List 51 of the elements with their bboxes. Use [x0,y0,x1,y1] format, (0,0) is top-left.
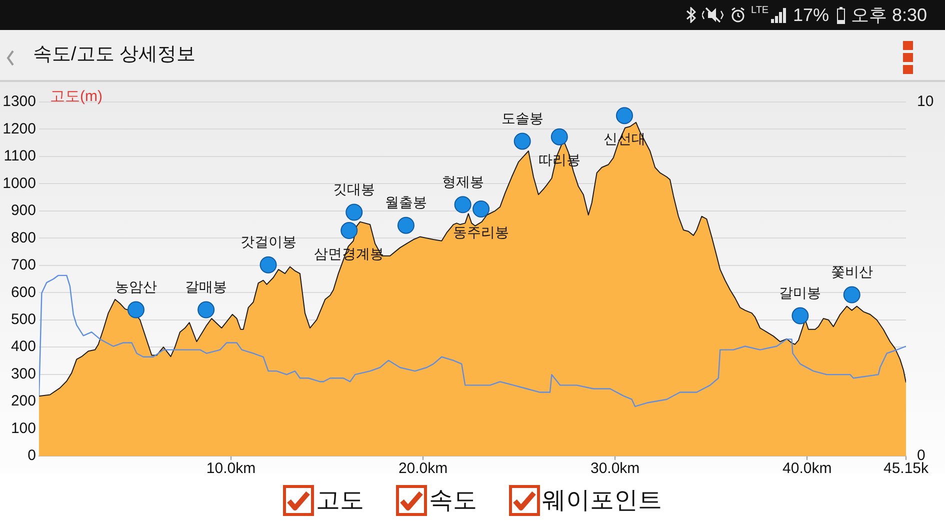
y-tick-label: 1300 [2,93,36,110]
point [260,256,277,274]
y-tick-label: 300 [10,365,36,382]
point [616,107,633,124]
y-tick-label: 100 [10,420,36,437]
point [514,132,531,150]
y-tick-label: 900 [10,202,36,220]
annotation: 동주리봉 [453,224,510,240]
text: LTE [751,4,769,18]
annotation: 갈매봉 [185,278,228,295]
text: 속도 [429,486,477,516]
y-tick-label: 200 [10,392,36,410]
annotation: 도솔봉 [501,110,544,126]
x-tick-label: 30.0km [590,460,640,478]
point [843,286,860,304]
annotation: 쫓비산 [830,264,873,280]
text: 오후 8:30 [851,4,928,27]
text: 웨이포인트 [542,486,662,516]
point [198,301,215,318]
point [127,301,144,318]
annotation: 깃대봉 [333,181,376,198]
annotation: 농암산 [114,278,157,295]
x-tick-label: 20.0km [398,460,448,478]
point [454,196,472,214]
point [397,216,414,234]
y-tick-label: 800 [10,229,36,246]
point [346,204,363,221]
text: 17% [793,4,830,27]
y-tick-label: 600 [10,284,36,301]
y-tick-label: 1100 [4,148,36,165]
point [550,128,568,146]
y-axis-title: 고도(m) [50,88,102,106]
y-tick-label: 700 [10,256,36,274]
annotation: 갈미봉 [779,284,822,301]
x-tick-label: 10.0km [206,460,256,478]
text: 고도 [316,486,364,516]
y-tick-label: 400 [10,338,36,356]
y-tick-label: 500 [10,310,36,328]
point [792,307,809,324]
annotation: 갓걸이봉 [240,234,296,250]
y-tick-label: 1000 [2,174,36,192]
y-tick-label: 0 [28,447,36,464]
point [340,222,358,240]
point [472,200,490,218]
x-tick-label: 45.15k [883,460,930,478]
annotation: 월출봉 [384,194,427,210]
annotation: 형제봉 [442,174,484,190]
y-tick-label: 1200 [2,120,36,138]
y2-tick-label: 10 [917,93,934,110]
x-tick-label: 40.0km [782,460,832,478]
chart-title: 속도/고도 상세정보 [33,43,196,67]
